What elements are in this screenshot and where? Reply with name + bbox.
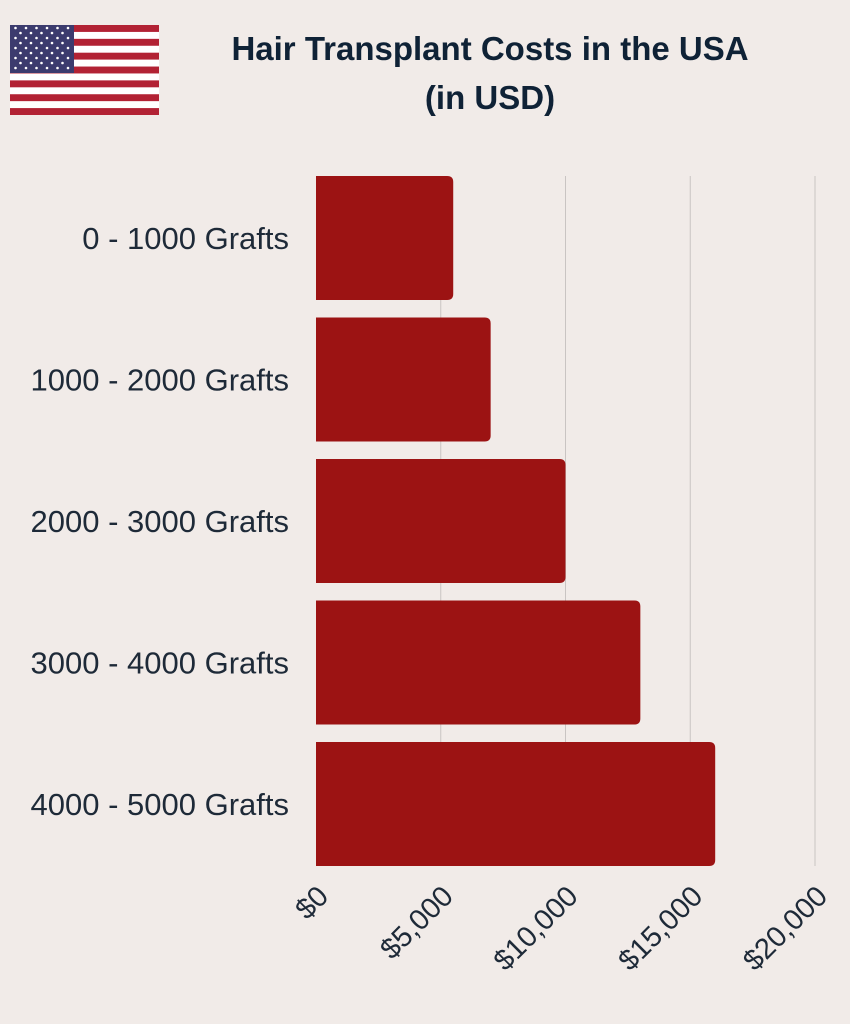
bar-2 bbox=[316, 459, 566, 583]
category-label-2: 2000 - 3000 Grafts bbox=[31, 504, 290, 539]
category-label-4: 4000 - 5000 Grafts bbox=[31, 787, 290, 822]
category-label-1: 1000 - 2000 Grafts bbox=[31, 363, 290, 398]
bar-4 bbox=[316, 742, 716, 866]
x-tick-label-0: $0 bbox=[290, 880, 335, 925]
x-tick-label-3: $15,000 bbox=[612, 880, 709, 977]
category-label-3: 3000 - 4000 Grafts bbox=[31, 646, 290, 681]
chart-title: Hair Transplant Costs in the USA (in USD… bbox=[190, 24, 790, 122]
bar-0 bbox=[316, 176, 454, 300]
chart-title-line2: (in USD) bbox=[424, 79, 556, 116]
us-flag-icon bbox=[10, 25, 159, 115]
bar-3 bbox=[316, 600, 641, 725]
bar-1 bbox=[316, 317, 491, 442]
x-tick-label-2: $10,000 bbox=[488, 880, 585, 977]
x-tick-label-1: $5,000 bbox=[374, 880, 459, 965]
category-label-0: 0 - 1000 Grafts bbox=[82, 221, 289, 256]
x-tick-label-4: $20,000 bbox=[737, 880, 834, 977]
chart-title-line1: Hair Transplant Costs in the USA bbox=[231, 30, 749, 67]
